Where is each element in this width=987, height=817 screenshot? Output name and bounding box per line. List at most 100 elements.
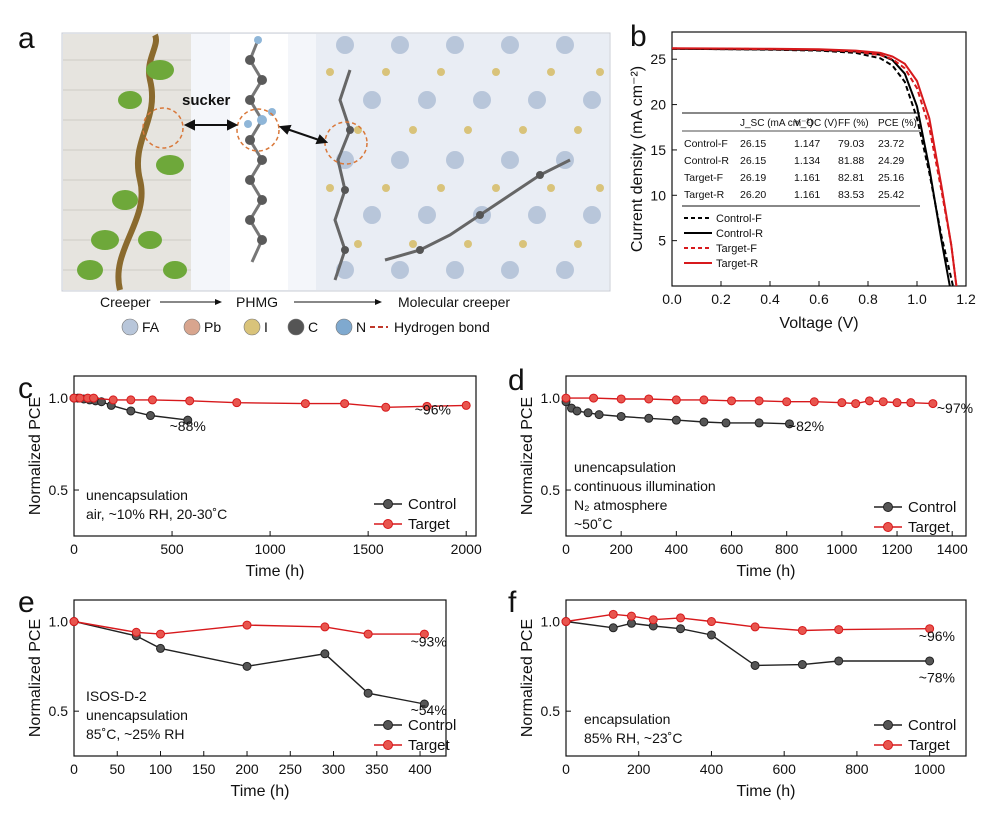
data-point-target [925,624,935,634]
data-point-target [363,629,373,639]
data-point-control [126,406,136,416]
data-point-target [561,617,571,627]
legend-label-target-r: Target-R [716,258,758,270]
table-cell: 26.15 [740,138,766,150]
panel-label-a: a [18,22,35,55]
retention-label: ~82% [788,418,824,434]
panel-a: a [18,22,611,336]
y-tick-label: 1.0 [541,390,561,406]
y-axis-label: Normalized PCE [27,397,44,515]
legend-label-control-f: Control-F [716,213,762,225]
x-tick-label: 0.8 [858,291,878,307]
retention-label: ~97% [937,400,973,416]
data-point-target [320,622,330,632]
data-point-target [156,629,166,639]
table-header: FF (%) [838,118,869,129]
data-point-control [572,406,582,416]
legend-label-target: Target [408,516,451,533]
table-cell: 26.20 [740,189,766,201]
x-tick-label: 100 [149,761,173,777]
data-point-target [616,394,626,404]
legend-label-target-f: Target-F [716,243,757,255]
chart-stability-illumination: 0 200 400 600 800 1000 1200 1400 0.5 1.0 Time (h) N… [519,375,973,580]
phmg-chain [244,36,276,263]
flow-creeper: Creeper [100,294,151,310]
x-axis-label: Time (h) [737,563,796,580]
x-tick-label: 1200 [881,541,912,557]
retention-label: ~54% [411,702,447,718]
legend-marker-control [383,720,393,730]
data-point-target [851,399,861,409]
flow-phmg: PHMG [236,294,278,310]
x-tick-label: 400 [665,541,689,557]
legend-fa-label: FA [142,319,160,335]
flow-row: Creeper PHMG Molecular creeper [100,294,510,310]
data-point-target [300,399,310,409]
data-point-target [906,398,916,408]
x-tick-label: 300 [322,761,346,777]
x-tick-label: 0.0 [662,291,682,307]
legend-n-label: N [356,319,366,335]
data-point-target [185,396,195,406]
x-tick-label: 1.0 [907,291,927,307]
y-tick-label: 1.0 [541,614,561,630]
x-axis-label: Voltage (V) [779,315,858,332]
panel-label-c: c [18,372,33,405]
creeper-stem [115,33,160,291]
table-cell: 1.134 [794,155,820,167]
table-cell: 23.72 [878,138,904,150]
data-point-control [784,419,794,429]
table-cell: 1.161 [794,189,820,201]
data-point-target [834,625,844,635]
data-point-control [594,410,604,420]
sucker-label: sucker [182,92,231,109]
condition-annotation: continuous illumination [574,478,716,494]
jv-curve-target-r [671,47,958,287]
data-point-target [706,617,716,627]
legend-label-control: Control [908,499,956,516]
condition-annotation: 85˚C, ~25% RH [86,726,184,742]
x-tick-label: 200 [627,761,651,777]
condition-annotation: unencapsulation [86,707,188,723]
data-point-target [797,625,807,635]
series-line-control [565,620,930,667]
plot-frame [73,375,477,537]
legend-label-target: Target [408,737,451,754]
data-point-target [809,397,819,407]
data-point-target [928,399,938,409]
data-point-target [626,611,636,621]
x-tick-label: 800 [845,761,869,777]
table-cell: Control-R [684,155,729,167]
y-tick-label: 15 [650,142,666,158]
data-point-target [864,396,874,406]
jv-curve-control-f [671,47,954,287]
x-tick-label: 0 [562,761,570,777]
data-point-control [925,656,935,666]
table-cell: Control-F [684,138,728,150]
retention-label: ~93% [411,634,447,650]
jv-curve-control-r [671,47,951,287]
data-point-target [340,399,350,409]
legend-marker-target [883,740,893,750]
x-tick-label: 500 [160,541,184,557]
condition-annotation: unencapsulation [574,459,676,475]
retention-label: ~96% [415,402,451,418]
data-point-target [561,393,571,403]
table-cell: 1.161 [794,172,820,184]
jv-legend: Control-F Control-R Target-F Target-R [684,213,763,270]
data-point-control [676,624,686,634]
x-tick-label: 150 [192,761,216,777]
data-point-target [419,629,429,639]
data-point-target [126,395,136,405]
atom-legend: FA Pb I C N Hydrogen bond [121,318,490,336]
legend-marker-control [883,720,893,730]
data-point-control [608,623,618,633]
data-point-control [145,411,155,421]
data-point-target [422,401,432,411]
legend-i-label: I [264,319,268,335]
condition-annotation: ~50˚C [574,516,613,532]
legend-hbond-label: Hydrogen bond [394,319,490,335]
x-tick-label: 0.6 [809,291,829,307]
retention-label: ~96% [919,628,955,644]
x-tick-label: 200 [609,541,633,557]
